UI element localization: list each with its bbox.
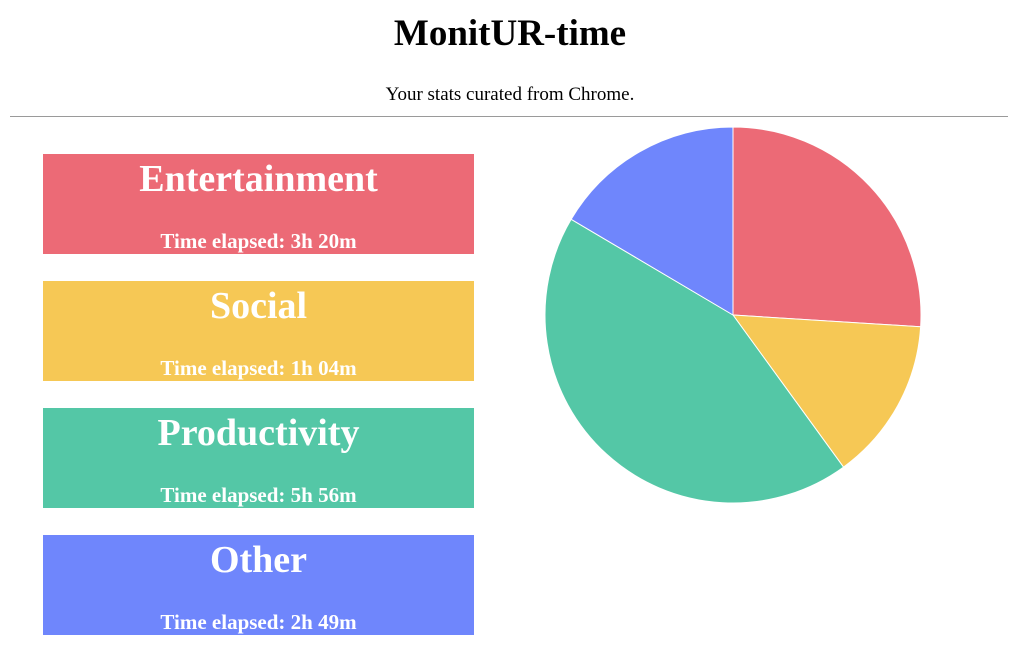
time-label: Time elapsed: [160, 483, 286, 507]
category-card-productivity: Productivity Time elapsed: 5h 56m [43, 408, 474, 508]
category-time: Time elapsed: 3h 20m [43, 229, 474, 253]
pie-slice-productivity[interactable] [544, 218, 845, 504]
time-value: 3h 20m [290, 229, 357, 253]
time-label: Time elapsed: [160, 229, 286, 253]
pie-slice-other[interactable] [570, 126, 734, 316]
time-value: 5h 56m [290, 483, 357, 507]
category-card-other: Other Time elapsed: 2h 49m [43, 535, 474, 635]
category-name: Social [209, 285, 308, 327]
time-value: 1h 04m [290, 356, 357, 380]
time-label: Time elapsed: [160, 356, 286, 380]
page-subtitle: Your stats curated from Chrome. [385, 84, 635, 105]
page-title: MonitUR-time [393, 13, 627, 54]
category-name: Productivity [157, 412, 360, 454]
pie-slice-entertainment[interactable] [732, 126, 922, 328]
category-time: Time elapsed: 2h 49m [43, 610, 474, 634]
category-time: Time elapsed: 5h 56m [43, 483, 474, 507]
category-time: Time elapsed: 1h 04m [43, 356, 474, 380]
pie-chart[interactable] [540, 122, 926, 508]
category-name: Other [209, 539, 308, 581]
header-divider [10, 116, 1008, 117]
category-card-entertainment: Entertainment Time elapsed: 3h 20m [43, 154, 474, 254]
category-name: Entertainment [139, 158, 378, 200]
pie-slice-social[interactable] [731, 314, 922, 468]
time-value: 2h 49m [290, 610, 357, 634]
category-card-social: Social Time elapsed: 1h 04m [43, 281, 474, 381]
time-label: Time elapsed: [160, 610, 286, 634]
